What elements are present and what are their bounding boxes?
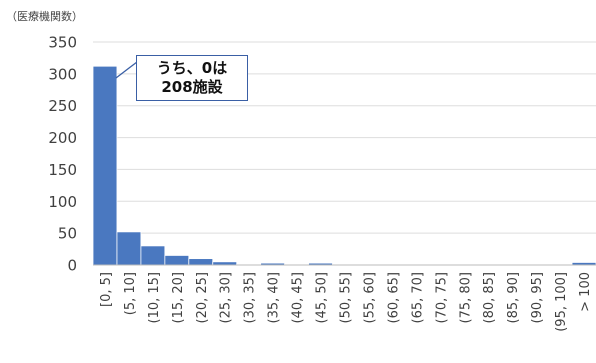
annotation-line-2: 208施設 [161, 78, 223, 96]
x-tick-label: (95, 100] [554, 272, 569, 332]
bar [140, 245, 166, 266]
y-tick-label: 0 [67, 257, 77, 275]
y-tick-label: 150 [48, 161, 77, 179]
x-axis-tick-labels: [0, 5] (5, 10] (10, 15] (15, 20] (20, 25] (25… [99, 272, 593, 332]
bar [164, 255, 190, 266]
x-tick-label: (90, 95] [530, 272, 545, 324]
x-tick-label: (40, 45] [291, 272, 306, 324]
x-tick-label: (45, 50] [315, 272, 330, 324]
y-tick-label: 200 [48, 129, 77, 147]
x-tick-label: (15, 20] [171, 272, 186, 324]
y-tick-label: 250 [48, 97, 77, 115]
y-tick-label: 350 [48, 34, 77, 52]
y-axis-tick-labels: 0 50 100 150 200 250 300 350 [48, 34, 77, 275]
y-tick-label: 300 [48, 65, 77, 83]
x-tick-label: (30, 35] [243, 272, 258, 324]
y-tick-label: 100 [48, 193, 77, 211]
x-tick-label: (85, 90] [506, 272, 521, 324]
x-tick-label: (80, 85] [482, 272, 497, 324]
x-tick-label: (50, 55] [339, 272, 354, 324]
annotation-callout: うち、0は 208施設 [136, 55, 248, 101]
bar [92, 65, 118, 266]
x-tick-label: (75, 80] [458, 272, 473, 324]
bar [188, 258, 214, 266]
x-tick-label: [0, 5] [99, 272, 114, 307]
annotation-line-1: うち、0は [156, 59, 228, 77]
gridlines [93, 41, 596, 234]
y-axis-unit-label: （医療機関数） [6, 10, 83, 23]
y-tick-label: 50 [58, 225, 77, 243]
x-tick-label: (25, 30] [219, 272, 234, 324]
x-tick-label: (20, 25] [195, 272, 210, 324]
x-tick-label: (35, 40] [267, 272, 282, 324]
x-tick-label: (65, 70] [410, 272, 425, 324]
x-tick-label: (5, 10] [123, 272, 138, 315]
x-tick-label: > 100 [578, 272, 593, 312]
x-tick-label: (10, 15] [147, 272, 162, 324]
bar [116, 231, 142, 266]
x-tick-label: (55, 60] [362, 272, 377, 324]
x-tick-label: (70, 75] [434, 272, 449, 324]
x-tick-label: (60, 65] [386, 272, 401, 324]
callout-leader-line [115, 61, 138, 79]
